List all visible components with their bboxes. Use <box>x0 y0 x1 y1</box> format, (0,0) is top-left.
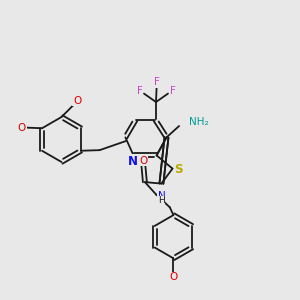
Text: F: F <box>136 86 142 96</box>
Text: O: O <box>169 272 178 283</box>
Text: N: N <box>158 190 165 201</box>
Text: F: F <box>154 77 160 87</box>
Text: NH₂: NH₂ <box>189 117 208 128</box>
Text: F: F <box>169 86 175 96</box>
Text: N: N <box>128 154 138 168</box>
Text: O: O <box>18 123 26 133</box>
Text: H: H <box>158 196 165 205</box>
Text: O: O <box>73 96 81 106</box>
Text: O: O <box>139 155 148 166</box>
Text: S: S <box>175 163 183 176</box>
